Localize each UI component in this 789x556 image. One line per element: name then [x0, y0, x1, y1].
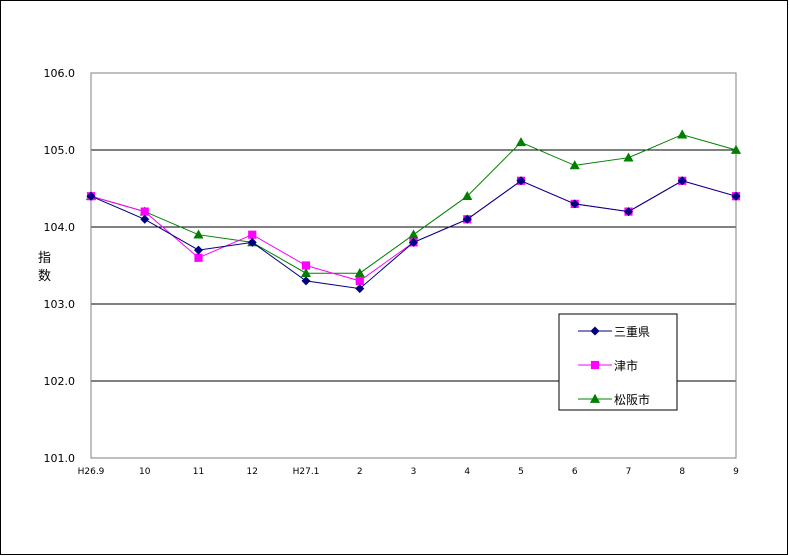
- data-point: [623, 207, 634, 217]
- x-tick-label: 8: [679, 467, 685, 477]
- data-point: [247, 237, 257, 247]
- plot-area-border: [90, 72, 737, 459]
- y-tick-label: 103.0: [44, 298, 76, 311]
- x-tick-label: 9: [733, 467, 739, 477]
- data-point: [355, 276, 364, 285]
- y-axis-label-char: 数: [38, 269, 51, 284]
- data-point: [86, 191, 96, 201]
- data-point: [462, 190, 473, 201]
- x-tick-label: 6: [572, 467, 578, 477]
- data-point: [515, 137, 527, 147]
- data-point: [355, 284, 365, 294]
- y-tick-label: 106.0: [44, 67, 76, 80]
- data-point: [677, 176, 687, 186]
- data-point: [569, 160, 580, 170]
- y-axis-ticks: 101.0 102.0 103.0 104.0 105.0 106.0: [44, 67, 76, 465]
- data-point: [301, 261, 311, 270]
- data-point: [462, 214, 472, 224]
- series-group: [85, 129, 742, 294]
- data-point: [623, 152, 634, 162]
- y-axis-label: 指数: [38, 251, 51, 284]
- data-point: [677, 129, 688, 139]
- x-tick-label: 12: [247, 467, 258, 477]
- data-point: [301, 276, 311, 286]
- x-tick-label: 11: [193, 467, 204, 477]
- data-point: [193, 229, 204, 239]
- x-tick-label: 3: [411, 467, 417, 477]
- y-tick-label: 101.0: [44, 452, 76, 465]
- data-point: [193, 245, 204, 255]
- legend-item: 三重県: [578, 325, 650, 339]
- data-point: [408, 237, 419, 247]
- y-axis-label-char: 指: [38, 251, 51, 266]
- x-tick-label: H27.1: [293, 467, 320, 477]
- x-tick-label: 7: [626, 467, 632, 477]
- y-tick-label: 104.0: [44, 221, 76, 234]
- legend-label: 松阪市: [614, 392, 650, 407]
- series-1: [86, 176, 741, 294]
- data-point: [194, 253, 203, 262]
- x-axis-ticks: H26.9 10 11 12 H27.1 2 3 4 5 6 7 8 9: [78, 467, 740, 477]
- legend-marker: [590, 326, 600, 336]
- x-tick-label: 4: [464, 467, 470, 477]
- data-point: [140, 207, 149, 216]
- data-point: [140, 214, 150, 224]
- legend-label: 津市: [614, 358, 638, 373]
- legend-marker: [589, 393, 601, 403]
- data-point: [731, 191, 741, 201]
- data-point: [354, 267, 365, 278]
- data-point: [730, 144, 742, 154]
- x-tick-label: 2: [357, 467, 363, 477]
- x-tick-label: H26.9: [78, 467, 105, 477]
- legend-label: 三重県: [614, 325, 650, 339]
- data-point: [570, 199, 580, 209]
- y-tick-label: 105.0: [44, 144, 76, 157]
- legend-box: [558, 313, 678, 411]
- x-tick-label: 10: [139, 467, 151, 477]
- legend-item: 津市: [578, 358, 638, 373]
- data-point: [248, 230, 257, 239]
- data-point: [516, 176, 526, 186]
- x-tick-label: 5: [518, 467, 524, 477]
- y-tick-label: 102.0: [44, 375, 76, 388]
- legend-marker: [590, 360, 600, 370]
- legend-item: 松阪市: [578, 392, 650, 407]
